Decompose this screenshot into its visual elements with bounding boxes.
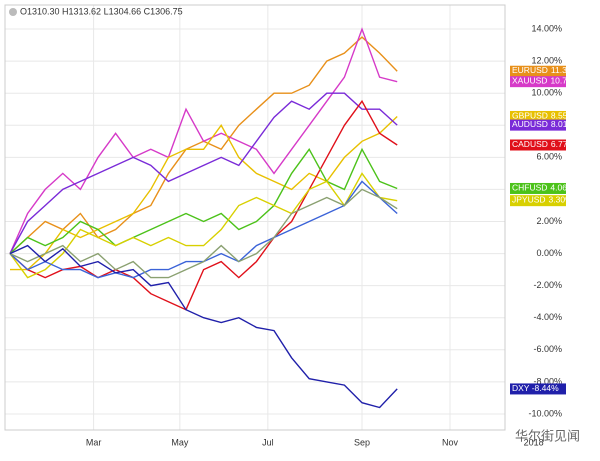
y-tick-label: 10.00% <box>531 88 562 98</box>
series-name: XAUUSD <box>512 76 547 86</box>
series-name: GBPUSD <box>512 111 548 121</box>
series-name: CADUSD <box>512 139 548 149</box>
series-name: DXY <box>512 383 530 393</box>
series-line <box>10 115 398 271</box>
end-value: 6.77% <box>551 139 576 149</box>
plot-frame <box>4 4 506 431</box>
end-label-box <box>510 76 566 88</box>
y-tick-label: -6.00% <box>533 344 562 354</box>
series-line <box>9 147 398 255</box>
end-label-box <box>510 383 566 395</box>
end-label-box <box>510 182 566 194</box>
y-tick-label: -4.00% <box>533 312 562 322</box>
y-tick-label: -10.00% <box>528 408 562 418</box>
series-line <box>9 172 398 279</box>
x-tick-label: May <box>171 437 189 447</box>
end-label-box <box>510 139 566 151</box>
end-value: 11.37% <box>551 65 580 75</box>
x-tick-label: Mar <box>86 437 102 447</box>
y-tick-label: 14.00% <box>531 23 562 33</box>
series-line <box>9 180 398 279</box>
end-label: EURUSD 11.37% <box>510 65 580 77</box>
end-label: AUDUSD 8.01% <box>510 119 575 131</box>
end-label: CHFUSD 4.06% <box>510 183 575 194</box>
end-label: CADUSD 6.77% <box>510 139 575 151</box>
end-value: 8.01% <box>551 119 576 129</box>
end-label-box <box>510 119 566 131</box>
end-value: -8.44% <box>532 383 559 393</box>
end-label-text: EURUSD 11.37% <box>512 65 580 75</box>
end-label-box <box>510 195 566 207</box>
end-label-text: GBPUSD 8.55% <box>512 111 575 121</box>
series-line <box>9 92 398 254</box>
y-tick-label: 2.00% <box>536 216 562 226</box>
end-value: 3.30% <box>549 195 574 205</box>
end-value: 4.06% <box>550 183 575 193</box>
x-tick-label: Jul <box>262 437 274 447</box>
x-tick-label: Sep <box>354 437 370 447</box>
watermark: 华尔街见闻 <box>515 428 580 443</box>
ohlc-header: O1310.30 H1313.62 L1304.66 C1306.75 <box>20 6 183 16</box>
x-tick-label: 2018 <box>524 437 544 447</box>
end-label-text: AUDUSD 8.01% <box>512 119 575 129</box>
series-line <box>9 99 398 311</box>
series-line <box>9 27 398 254</box>
end-label-text: XAUUSD 10.72% <box>512 76 580 86</box>
end-label-text: CHFUSD 4.06% <box>512 183 575 193</box>
x-tick-label: Nov <box>442 437 459 447</box>
series-name: JPYUSD <box>512 195 546 205</box>
end-value: 8.55% <box>551 111 576 121</box>
y-tick-label: -8.00% <box>533 376 562 386</box>
series-name: CHFUSD <box>512 183 547 193</box>
end-label: JPYUSD 3.30% <box>510 195 573 207</box>
y-tick-label: -2.00% <box>533 280 562 290</box>
end-value: 10.72% <box>550 76 579 86</box>
end-label-box <box>510 110 566 122</box>
symbol-icon <box>9 8 17 16</box>
end-label: XAUUSD 10.72% <box>510 76 580 88</box>
end-label: GBPUSD 8.55% <box>510 111 575 122</box>
end-label: DXY -8.44% <box>510 383 566 395</box>
y-tick-label: 6.00% <box>536 152 562 162</box>
series-name: EURUSD <box>512 65 548 75</box>
y-tick-label: 12.00% <box>531 56 562 66</box>
end-label-text: CADUSD 6.77% <box>512 139 575 149</box>
series-line <box>9 244 398 409</box>
end-label-text: DXY -8.44% <box>512 383 559 393</box>
end-label-text: JPYUSD 3.30% <box>512 195 573 205</box>
series-line <box>9 188 398 279</box>
series-name: AUDUSD <box>512 119 548 129</box>
y-tick-label: 0.00% <box>536 248 562 258</box>
end-label-box <box>510 65 566 77</box>
